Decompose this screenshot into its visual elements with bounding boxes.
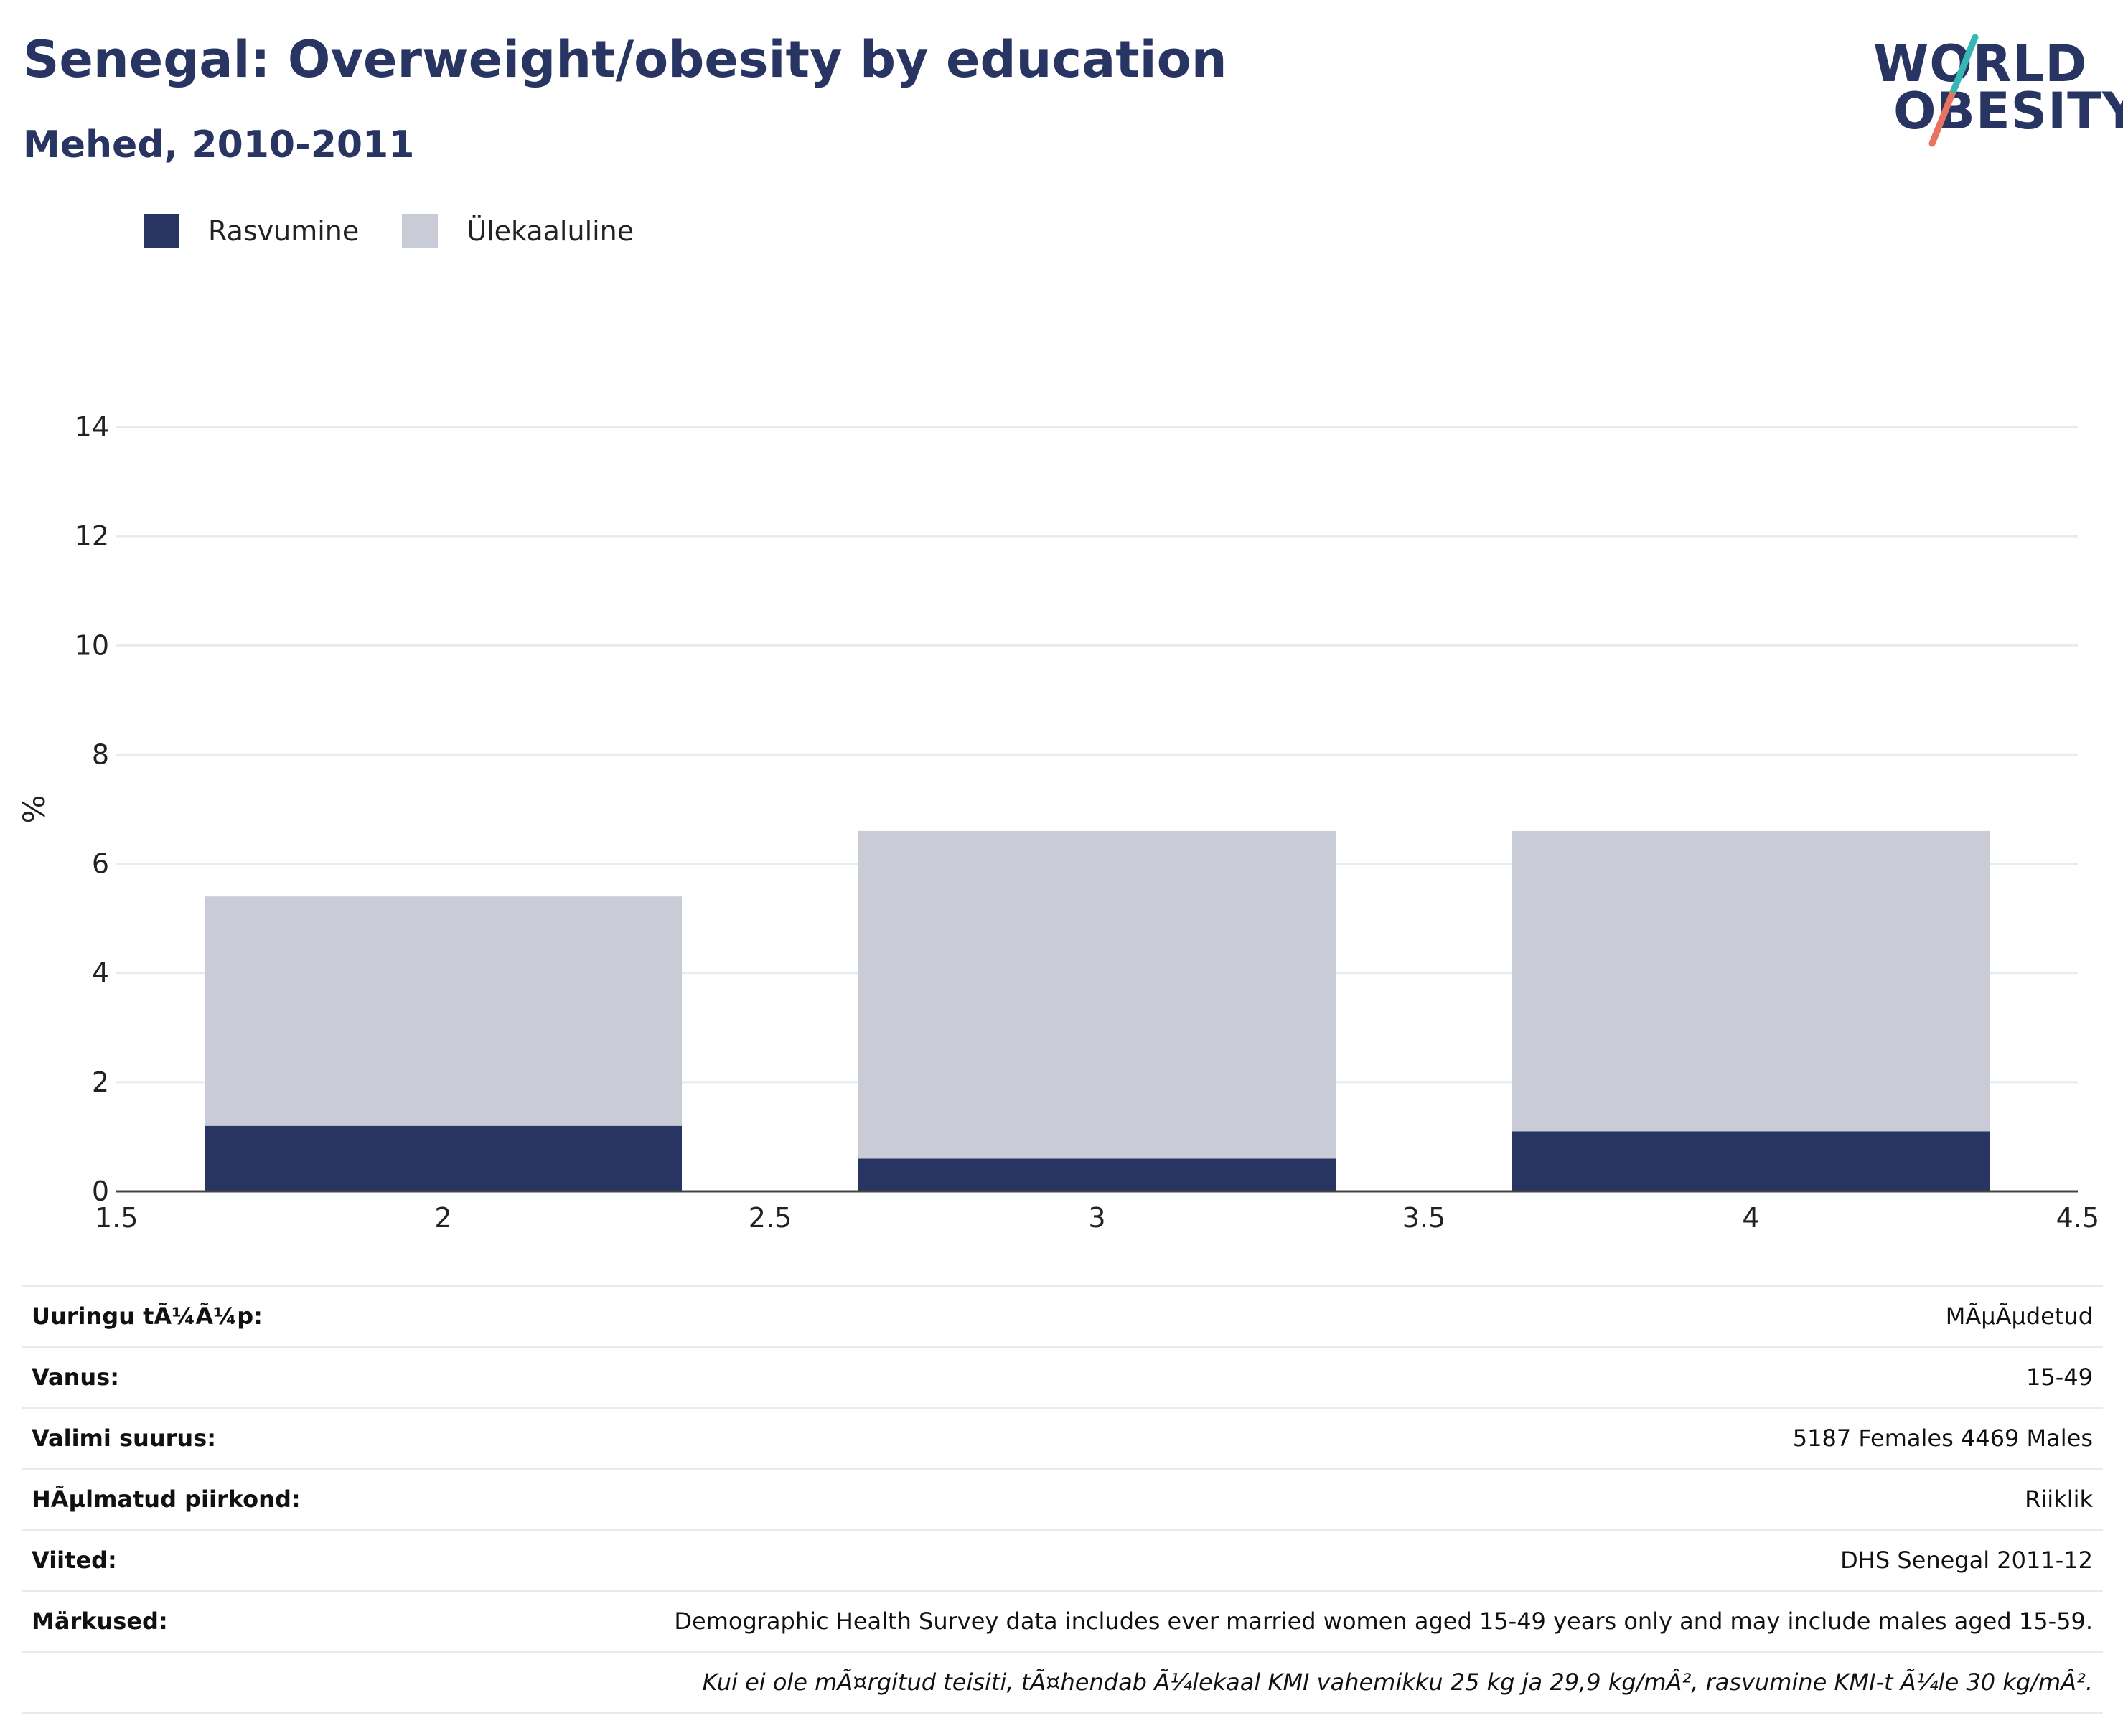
table-row: Viited: DHS Senegal 2011-12: [22, 1529, 2103, 1591]
table-row: HÃµlmatud piirkond: Riiklik: [22, 1468, 2103, 1530]
info-value: Demographic Health Survey data includes …: [370, 1590, 2103, 1652]
bar-rasvumine: [1512, 1131, 1990, 1191]
info-key: Viited:: [22, 1529, 370, 1591]
chart-subtitle: Mehed, 2010-2011: [23, 123, 415, 166]
world-obesity-logo: WORLD OBESITY: [1873, 29, 2123, 151]
info-key: HÃµlmatud piirkond:: [22, 1468, 370, 1530]
x-tick-label: 3.5: [1402, 1202, 1445, 1234]
info-value: MÃµÃµdetud: [370, 1285, 2103, 1347]
x-tick-label: 4.5: [2056, 1202, 2099, 1234]
bar-rasvumine: [204, 1125, 683, 1191]
legend-label-rasvumine: Rasvumine: [208, 215, 360, 247]
y-axis-label: %: [17, 795, 52, 824]
bar-rasvumine: [858, 1158, 1336, 1191]
table-row: Märkused: Demographic Health Survey data…: [22, 1590, 2103, 1652]
info-key-empty: [22, 1651, 370, 1714]
y-tick-label: 4: [92, 957, 109, 989]
bar-ülekaaluline: [858, 830, 1336, 1159]
x-tick-label: 3: [1088, 1202, 1105, 1234]
y-tick-label: 2: [92, 1066, 109, 1098]
legend-item-rasvumine[interactable]: Rasvumine: [144, 214, 359, 248]
x-tick-label: 2.5: [749, 1202, 792, 1234]
y-tick-label: 0: [92, 1176, 109, 1207]
x-tick-label: 2: [434, 1202, 451, 1234]
legend-label-ulekaaluline: Ülekaaluline: [467, 215, 634, 247]
y-tick-label: 6: [92, 848, 109, 880]
logo-slash-icon: [1928, 34, 1979, 147]
logo-line-2: OBESITY: [1893, 82, 2123, 141]
info-key: Märkused:: [22, 1590, 370, 1652]
table-row: Kui ei ole mÃ¤rgitud teisiti, tÃ¤hendab …: [22, 1651, 2103, 1714]
survey-info-table: Uuringu tÃ¼Ã¼p: MÃµÃµdetud Vanus: 15-49 …: [22, 1285, 2103, 1714]
y-tick-label: 14: [75, 411, 109, 443]
table-row: Vanus: 15-49: [22, 1346, 2103, 1408]
y-tick-label: 12: [75, 520, 109, 552]
chart-title: Senegal: Overweight/obesity by education: [23, 30, 1227, 89]
info-key: Vanus:: [22, 1346, 370, 1408]
bar-ülekaaluline: [1512, 830, 1990, 1132]
chart-legend: Rasvumine Ülekaaluline: [144, 214, 677, 248]
x-tick-label: 4: [1742, 1202, 1759, 1234]
info-value: DHS Senegal 2011-12: [370, 1529, 2103, 1591]
y-tick-label: 8: [92, 738, 109, 770]
y-tick-label: 10: [75, 629, 109, 661]
table-row: Valimi suurus: 5187 Females 4469 Males: [22, 1407, 2103, 1469]
info-value: 15-49: [370, 1346, 2103, 1408]
x-tick-label: 1.5: [95, 1202, 138, 1234]
legend-swatch-rasvumine: [144, 214, 179, 248]
legend-item-ulekaaluline[interactable]: Ülekaaluline: [402, 214, 634, 248]
info-key: Valimi suurus:: [22, 1407, 370, 1469]
logo-line-1: WORLD: [1873, 34, 2088, 93]
bar-ülekaaluline: [204, 896, 683, 1126]
info-value: Riiklik: [370, 1468, 2103, 1530]
stacked-bar-chart: 0 2 4 6 8 10 12 14 1.5 2 2.5 3 3.5 4 4.5%: [17, 411, 2099, 1234]
footnote: Kui ei ole mÃ¤rgitud teisiti, tÃ¤hendab …: [370, 1651, 2103, 1714]
legend-swatch-ulekaaluline: [402, 214, 439, 248]
table-row: Uuringu tÃ¼Ã¼p: MÃµÃµdetud: [22, 1285, 2103, 1347]
info-key: Uuringu tÃ¼Ã¼p:: [22, 1285, 370, 1347]
info-value: 5187 Females 4469 Males: [370, 1407, 2103, 1469]
